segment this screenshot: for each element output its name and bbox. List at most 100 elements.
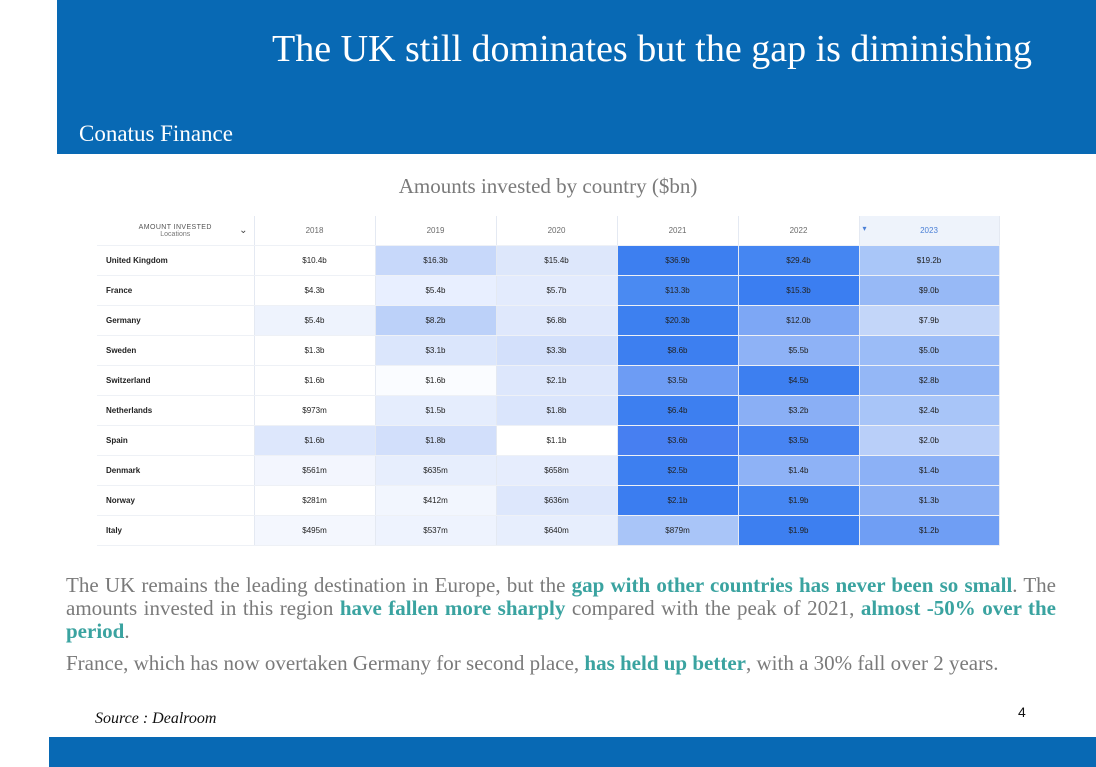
table-row: Italy $495m $537m $640m $879m $1.9b $1.2b (97, 515, 1000, 546)
year-column-header[interactable]: 2018 (254, 216, 376, 246)
amount-cell: $5.4b (375, 275, 497, 306)
year-column-header[interactable]: 2022 (738, 216, 860, 246)
amount-cell: $1.4b (738, 455, 860, 486)
body-text: The UK remains the leading destination i… (66, 573, 572, 597)
sort-icon[interactable]: ▾ (862, 224, 867, 233)
amount-cell: $1.6b (375, 365, 497, 396)
amount-cell: $1.3b (859, 485, 1000, 516)
year-column-header[interactable]: 2019 (375, 216, 497, 246)
amount-cell: $1.9b (738, 485, 860, 516)
highlight-text: gap with other countries has never been … (571, 573, 1013, 597)
year-label: 2023 (920, 226, 938, 235)
amount-cell: $3.3b (496, 335, 618, 366)
amount-cell: $636m (496, 485, 618, 516)
amount-invested-label: AMOUNT INVESTED (138, 223, 212, 231)
amount-cell: $12.0b (738, 305, 860, 336)
amount-cell: $1.2b (859, 515, 1000, 546)
body-text: . (124, 619, 130, 643)
country-cell[interactable]: Denmark (97, 455, 255, 486)
table-caption: Amounts invested by country ($bn) (398, 174, 698, 198)
table-row: Denmark $561m $635m $658m $2.5b $1.4b $1.4b (97, 455, 1000, 486)
country-cell[interactable]: Italy (97, 515, 255, 546)
amount-cell: $19.2b (859, 245, 1000, 276)
amount-cell: $2.1b (617, 485, 739, 516)
table-header-row: AMOUNT INVESTED Locations ⌄ 2018 2019 2020… (97, 216, 1000, 246)
amount-cell: $5.5b (738, 335, 860, 366)
amount-cell: $2.1b (496, 365, 618, 396)
amount-cell: $3.6b (617, 425, 739, 456)
table-row: Spain $1.6b $1.8b $1.1b $3.6b $3.5b $2.0b (97, 425, 1000, 456)
table-body: United Kingdom $10.4b $16.3b $15.4b $36.9b $2… (97, 245, 1000, 546)
table-row: United Kingdom $10.4b $16.3b $15.4b $36.9b $2… (97, 245, 1000, 276)
amount-cell: $1.6b (254, 365, 376, 396)
highlight-text: have fallen more sharply (339, 596, 566, 620)
year-column-header[interactable]: 2021 (617, 216, 739, 246)
table-row: Switzerland $1.6b $1.6b $2.1b $3.5b $4.5b $2.8… (97, 365, 1000, 396)
amount-cell: $4.3b (254, 275, 376, 306)
amount-cell: $9.0b (859, 275, 1000, 306)
slide-title: The UK still dominates but the gap is di… (272, 28, 1032, 70)
country-cell[interactable]: France (97, 275, 255, 306)
amount-cell: $412m (375, 485, 497, 516)
year-column-header[interactable]: ▾ 2023 (859, 216, 1000, 246)
amount-cell: $1.4b (859, 455, 1000, 486)
amount-cell: $2.4b (859, 395, 1000, 426)
amount-cell: $1.8b (496, 395, 618, 426)
commentary-paragraph-2: France, which has now overtaken Germany … (66, 652, 1056, 675)
amount-cell: $3.5b (738, 425, 860, 456)
highlight-text: almost -50% over the period (66, 596, 1056, 643)
amount-cell: $2.5b (617, 455, 739, 486)
country-cell[interactable]: United Kingdom (97, 245, 255, 276)
highlight-text: has held up better (584, 651, 746, 675)
year-label: 2018 (305, 226, 324, 235)
amount-cell: $3.1b (375, 335, 497, 366)
amount-cell: $973m (254, 395, 376, 426)
year-label: 2020 (547, 226, 566, 235)
table-row: Germany $5.4b $8.2b $6.8b $20.3b $12.0b $7.9b (97, 305, 1000, 336)
table-row: Norway $281m $412m $636m $2.1b $1.9b $1.3b (97, 485, 1000, 516)
amount-cell: $2.8b (859, 365, 1000, 396)
amount-cell: $281m (254, 485, 376, 516)
amount-cell: $15.4b (496, 245, 618, 276)
header-band: The UK still dominates but the gap is di… (57, 0, 1096, 154)
table-row: France $4.3b $5.4b $5.7b $13.3b $15.3b $9.0b (97, 275, 1000, 306)
country-cell[interactable]: Germany (97, 305, 255, 336)
amount-cell: $15.3b (738, 275, 860, 306)
country-cell[interactable]: Switzerland (97, 365, 255, 396)
amount-cell: $2.0b (859, 425, 1000, 456)
amount-cell: $13.3b (617, 275, 739, 306)
amount-cell: $561m (254, 455, 376, 486)
amount-cell: $5.4b (254, 305, 376, 336)
country-cell[interactable]: Sweden (97, 335, 255, 366)
year-label: 2019 (426, 226, 445, 235)
year-column-header[interactable]: 2020 (496, 216, 618, 246)
amount-cell: $4.5b (738, 365, 860, 396)
amount-cell: $16.3b (375, 245, 497, 276)
amount-cell: $5.7b (496, 275, 618, 306)
amount-cell: $36.9b (617, 245, 739, 276)
amount-cell: $1.1b (496, 425, 618, 456)
country-cell[interactable]: Netherlands (97, 395, 255, 426)
footer-band (49, 737, 1096, 767)
amount-cell: $6.8b (496, 305, 618, 336)
investment-table-container: AMOUNT INVESTED Locations ⌄ 2018 2019 2020… (97, 216, 1000, 546)
commentary: The UK remains the leading destination i… (66, 574, 1056, 684)
chevron-down-icon[interactable]: ⌄ (239, 225, 248, 236)
page-number: 4 (1018, 704, 1026, 720)
amount-cell: $1.3b (254, 335, 376, 366)
commentary-paragraph-1: The UK remains the leading destination i… (66, 574, 1056, 643)
body-text: , with a 30% fall over 2 years. (746, 651, 999, 675)
country-cell[interactable]: Spain (97, 425, 255, 456)
table-row: Netherlands $973m $1.5b $1.8b $6.4b $3.2b $2.4… (97, 395, 1000, 426)
brand-name: Conatus Finance (79, 121, 233, 146)
amount-cell: $7.9b (859, 305, 1000, 336)
amount-cell: $1.9b (738, 515, 860, 546)
country-cell[interactable]: Norway (97, 485, 255, 516)
investment-heat-table: AMOUNT INVESTED Locations ⌄ 2018 2019 2020… (97, 216, 1000, 546)
year-label: 2022 (789, 226, 808, 235)
amount-cell: $6.4b (617, 395, 739, 426)
body-text: compared with the peak of 2021, (565, 596, 861, 620)
locations-column-header[interactable]: AMOUNT INVESTED Locations ⌄ (97, 216, 255, 246)
amount-cell: $495m (254, 515, 376, 546)
amount-cell: $537m (375, 515, 497, 546)
